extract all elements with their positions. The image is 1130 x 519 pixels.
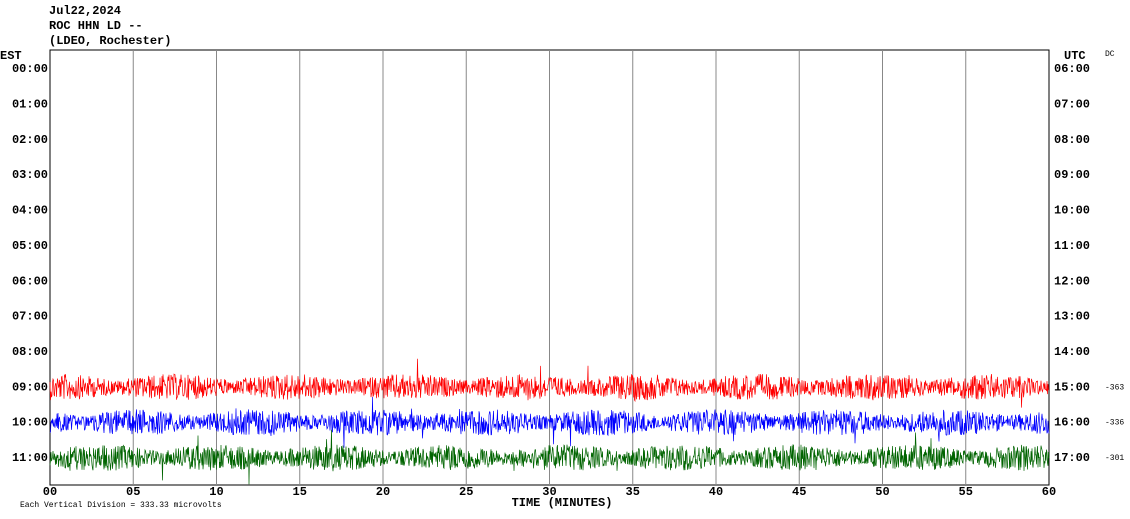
trace — [49, 358, 1050, 408]
x-tick-label: 00 — [43, 485, 57, 499]
right-tick-label: 08:00 — [1054, 133, 1090, 147]
left-tick-label: 02:00 — [12, 133, 48, 147]
right-tick-label: 12:00 — [1054, 274, 1090, 288]
left-tick-label: 01:00 — [12, 98, 48, 112]
right-tick-label: 13:00 — [1054, 310, 1090, 324]
right-tick-label: 10:00 — [1054, 204, 1090, 218]
left-axis-title: EST — [0, 49, 22, 63]
x-tick-label: 10 — [209, 485, 223, 499]
left-tick-label: 09:00 — [12, 380, 48, 394]
x-tick-label: 30 — [542, 485, 556, 499]
x-tick-label: 55 — [959, 485, 973, 499]
x-tick-label: 35 — [626, 485, 640, 499]
trace-offset: -336 — [1105, 419, 1124, 428]
trace-offset: -363 — [1105, 383, 1124, 392]
right-tick-label: 16:00 — [1054, 416, 1090, 430]
x-tick-label: 05 — [126, 485, 140, 499]
x-tick-label: 45 — [792, 485, 806, 499]
trace — [49, 396, 1050, 448]
header-station: ROC HHN LD -- — [49, 19, 143, 33]
x-tick-label: 15 — [293, 485, 307, 499]
right-tick-label: 09:00 — [1054, 168, 1090, 182]
right-tick-label: 11:00 — [1054, 239, 1090, 253]
left-tick-label: 03:00 — [12, 168, 48, 182]
left-tick-label: 10:00 — [12, 416, 48, 430]
left-tick-label: 05:00 — [12, 239, 48, 253]
x-tick-label: 25 — [459, 485, 473, 499]
mode-label: DC — [1105, 50, 1115, 59]
right-tick-label: 17:00 — [1054, 451, 1090, 465]
x-axis-title: TIME (MINUTES) — [512, 496, 613, 510]
right-tick-label: 14:00 — [1054, 345, 1090, 359]
right-tick-label: 15:00 — [1054, 380, 1090, 394]
left-tick-label: 06:00 — [12, 274, 48, 288]
header-network: (LDEO, Rochester) — [49, 34, 171, 48]
header-date: Jul22,2024 — [49, 4, 121, 18]
right-tick-label: 07:00 — [1054, 98, 1090, 112]
footer-note: Each Vertical Division = 333.33 microvol… — [20, 501, 222, 510]
right-axis-title: UTC — [1064, 49, 1086, 63]
left-tick-label: 04:00 — [12, 204, 48, 218]
right-tick-label: 06:00 — [1054, 62, 1090, 76]
left-tick-label: 07:00 — [12, 310, 48, 324]
x-tick-label: 20 — [376, 485, 390, 499]
left-tick-label: 11:00 — [12, 451, 48, 465]
trace — [49, 429, 1050, 485]
left-tick-label: 08:00 — [12, 345, 48, 359]
left-tick-label: 00:00 — [12, 62, 48, 76]
x-tick-label: 40 — [709, 485, 723, 499]
x-tick-label: 60 — [1042, 485, 1056, 499]
x-tick-label: 50 — [875, 485, 889, 499]
trace-offset: -301 — [1105, 454, 1124, 463]
